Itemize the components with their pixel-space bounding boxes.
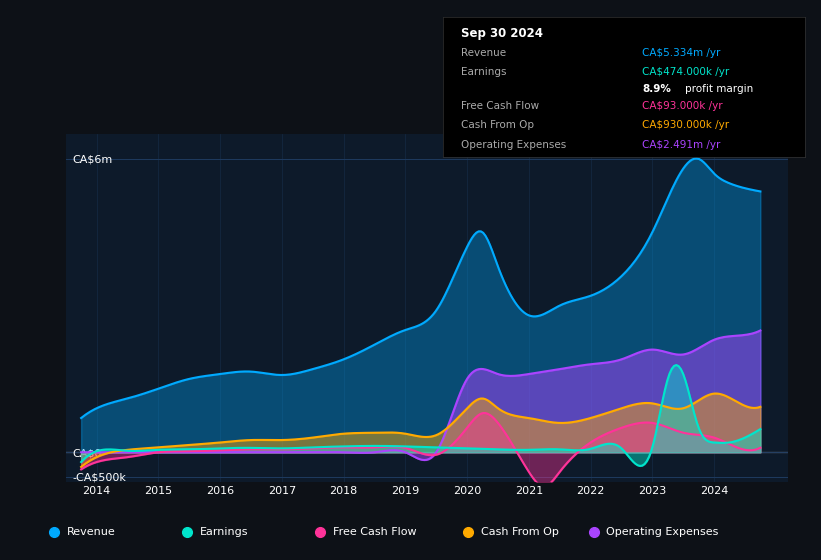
Text: Earnings: Earnings	[200, 527, 249, 537]
Text: Operating Expenses: Operating Expenses	[461, 140, 566, 150]
Text: Earnings: Earnings	[461, 67, 507, 77]
Text: Cash From Op: Cash From Op	[481, 527, 558, 537]
Text: CA$93.000k /yr: CA$93.000k /yr	[642, 101, 722, 111]
Text: Free Cash Flow: Free Cash Flow	[461, 101, 539, 111]
Text: Free Cash Flow: Free Cash Flow	[333, 527, 416, 537]
Text: profit margin: profit margin	[686, 84, 754, 94]
Text: CA$5.334m /yr: CA$5.334m /yr	[642, 48, 720, 58]
Text: 8.9%: 8.9%	[642, 84, 671, 94]
Text: CA$930.000k /yr: CA$930.000k /yr	[642, 120, 729, 130]
Text: Cash From Op: Cash From Op	[461, 120, 534, 130]
Text: CA$474.000k /yr: CA$474.000k /yr	[642, 67, 729, 77]
Text: Operating Expenses: Operating Expenses	[606, 527, 718, 537]
Text: Revenue: Revenue	[461, 48, 507, 58]
Text: Sep 30 2024: Sep 30 2024	[461, 27, 544, 40]
Text: CA$2.491m /yr: CA$2.491m /yr	[642, 140, 720, 150]
Text: Revenue: Revenue	[67, 527, 116, 537]
